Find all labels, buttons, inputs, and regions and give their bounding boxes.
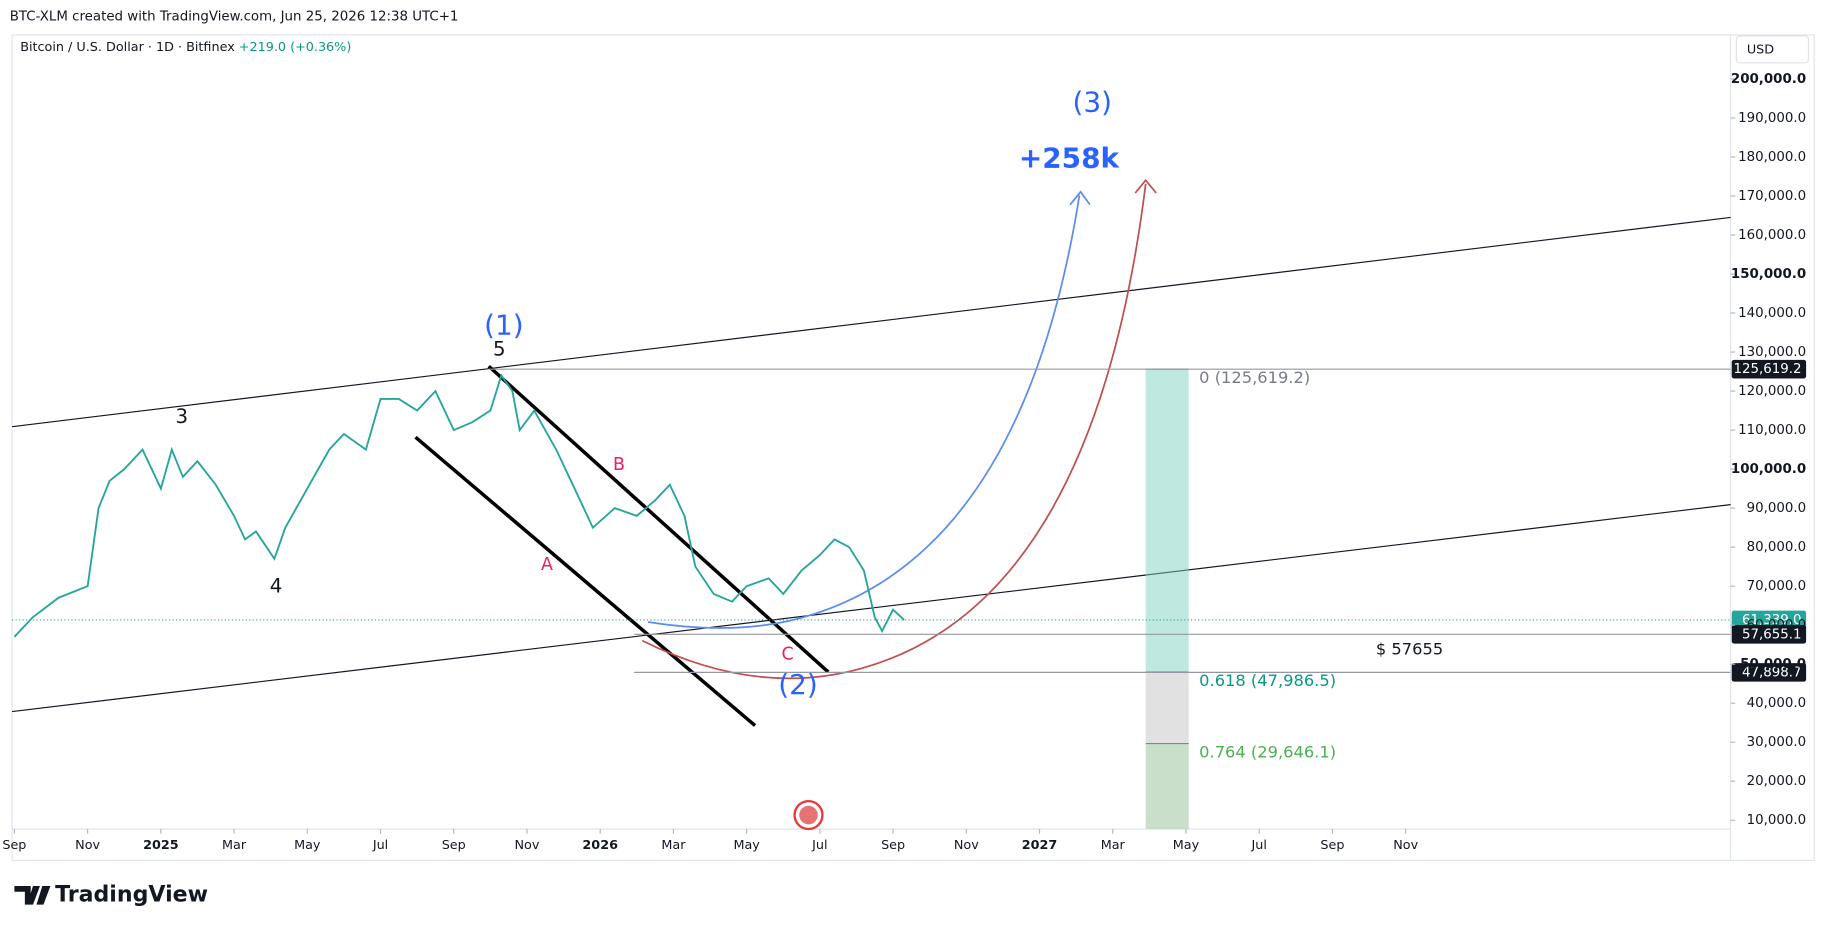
y-tick-label: 110,000.0	[1738, 423, 1806, 438]
y-tick-label: 150,000.0	[1731, 267, 1806, 282]
x-tick-label: Sep	[1320, 838, 1344, 853]
fib-label: 0 (125,619.2)	[1199, 368, 1310, 387]
x-tick-label: Mar	[222, 838, 247, 853]
fib-zone	[1145, 743, 1189, 830]
y-tick-label: 160,000.0	[1738, 228, 1806, 243]
credit: BTC-XLM created with TradingView.com, Ju…	[10, 9, 459, 24]
y-tick-label: 190,000.0	[1738, 111, 1806, 126]
x-tick-label: Mar	[661, 838, 686, 853]
x-tick-label: Sep	[442, 838, 466, 853]
event-icon[interactable]	[793, 799, 824, 831]
wave-label: (3)	[1072, 85, 1112, 118]
price-tag: 57,655.1	[1742, 627, 1802, 642]
x-tick-label: Nov	[75, 838, 100, 853]
y-tick-label: 120,000.0	[1738, 384, 1806, 399]
fib-label: 0.618 (47,986.5)	[1199, 671, 1336, 690]
price-tag-box	[1731, 663, 1807, 682]
y-tick-label: 200,000.0	[1731, 72, 1806, 87]
price-tag: 125,619.2	[1733, 362, 1801, 377]
level-label: $ 57655	[1376, 639, 1443, 658]
event-icon-flag[interactable]	[799, 805, 818, 825]
x-tick-label: Mar	[1101, 838, 1126, 853]
y-tick-label: 140,000.0	[1738, 306, 1806, 321]
y-tick-label: 20,000.0	[1747, 774, 1807, 789]
wave-label: A	[541, 555, 553, 575]
y-tick-label: 30,000.0	[1747, 735, 1807, 750]
x-tick-label: 2027	[1022, 838, 1058, 853]
y-tick-label: 70,000.0	[1747, 579, 1807, 594]
fib-zone	[1145, 369, 1189, 673]
symbol: Bitcoin / U.S. Dollar · 1D · Bitfinex	[20, 40, 235, 55]
price-line-series	[13, 373, 905, 638]
x-tick-label: Sep	[2, 838, 26, 853]
x-tick-label: Jul	[1251, 838, 1267, 853]
price-tag-box	[1731, 359, 1807, 379]
x-tick-label: Nov	[515, 838, 540, 853]
target-label: +258k	[1019, 141, 1121, 174]
fib-label: 0.764 (29,646.1)	[1199, 742, 1336, 761]
x-tick-label: May	[1173, 838, 1200, 853]
x-tick-label: 2025	[143, 838, 179, 853]
y-tick-label: 80,000.0	[1747, 540, 1807, 555]
correction-channel-top	[487, 364, 830, 674]
x-tick-label: Jul	[372, 838, 388, 853]
logo-mark	[14, 885, 51, 905]
wave-label: (1)	[484, 309, 524, 342]
x-tick-label: Jul	[811, 838, 827, 853]
price-tag: 47,898.7	[1742, 665, 1802, 680]
wave-label: 4	[270, 575, 283, 598]
y-tick-label: 130,000.0	[1738, 345, 1806, 360]
x-tick-label: Nov	[954, 838, 979, 853]
currency[interactable]: USD	[1747, 42, 1774, 57]
y-tick-label: 100,000.0	[1731, 462, 1806, 477]
y-tick-label: 40,000.0	[1747, 696, 1807, 711]
x-tick-label: Sep	[881, 838, 905, 853]
y-tick-label: 180,000.0	[1738, 150, 1806, 165]
y-tick-label: 10,000.0	[1747, 813, 1807, 828]
brand-logo: TradingView	[14, 881, 208, 907]
projection-red	[641, 178, 1157, 680]
y-tick-label: 60,000.0	[1747, 618, 1807, 633]
x-tick-label: Nov	[1393, 838, 1418, 853]
chart-frame	[11, 34, 1815, 861]
change: +219.0 (+0.36%)	[239, 40, 352, 55]
price-tag-box	[1731, 625, 1807, 644]
price-tag-box	[1731, 610, 1807, 630]
y-tick-label: 170,000.0	[1738, 189, 1806, 204]
brand: TradingView	[55, 881, 208, 907]
wave-label: C	[781, 645, 793, 665]
x-tick-label: 2026	[582, 838, 618, 853]
projection-blue	[647, 190, 1091, 629]
x-tick-label: May	[294, 838, 321, 853]
channel-upper	[11, 216, 1731, 428]
y-tick-label: 50,000.0	[1740, 657, 1806, 672]
currency-button[interactable]	[1735, 35, 1810, 64]
channel-lower	[11, 504, 1731, 713]
wave-label: (2)	[778, 668, 818, 701]
fib-zone	[1145, 672, 1189, 744]
price-tag: 61,339.0	[1742, 613, 1802, 628]
wave-label: 3	[176, 405, 189, 428]
wave-label: B	[613, 455, 625, 475]
y-tick-label: 90,000.0	[1747, 501, 1807, 516]
correction-channel-bottom	[414, 435, 757, 727]
wave-label: 5	[493, 337, 506, 360]
x-tick-label: May	[733, 838, 760, 853]
